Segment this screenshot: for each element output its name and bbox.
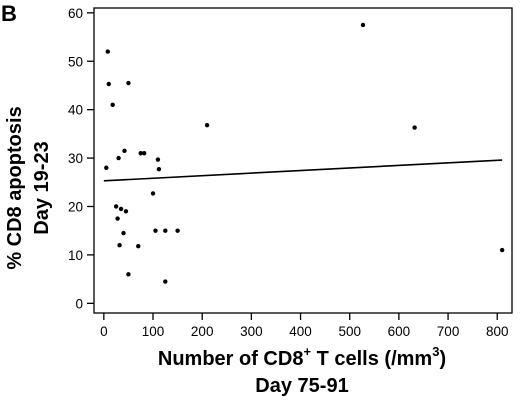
- data-point: [150, 191, 156, 196]
- data-point: [141, 151, 147, 156]
- data-point: [412, 125, 417, 130]
- x-tick-label: 0: [100, 324, 108, 339]
- data-point: [360, 22, 366, 28]
- data-point: [499, 247, 505, 253]
- data-point: [121, 230, 126, 236]
- plot-frame: [93, 7, 513, 314]
- x-axis-ticks: 0 100 200 300 400 500 600 700 800: [100, 313, 509, 339]
- y-tick-label: 0: [75, 296, 83, 311]
- trend-line-group: [103, 159, 503, 182]
- y-axis-title-line2: Day 19-23: [31, 141, 53, 234]
- trend-line: [103, 159, 503, 182]
- y-axis-title-line1: % CD8 apoptosis: [4, 106, 26, 269]
- x-tick-label: 700: [437, 324, 460, 339]
- x-tick-label: 300: [240, 324, 263, 339]
- data-point: [136, 243, 141, 249]
- x-tick-label: 100: [142, 324, 165, 339]
- data-point: [163, 279, 168, 284]
- y-tick-label: 30: [68, 151, 83, 166]
- data-point: [156, 167, 162, 172]
- data-point: [116, 155, 121, 161]
- data-point: [126, 272, 131, 277]
- data-point: [138, 151, 143, 156]
- y-tick-label: 10: [68, 248, 83, 263]
- data-point: [106, 81, 111, 87]
- x-tick-label: 400: [289, 324, 312, 339]
- y-tick-label: 50: [68, 54, 83, 69]
- x-tick-label: 500: [338, 324, 361, 339]
- data-point: [115, 216, 120, 221]
- data-point: [117, 243, 122, 248]
- panel-label: B: [1, 1, 17, 26]
- y-tick-label: 40: [68, 103, 83, 118]
- y-tick-label: 60: [68, 6, 83, 21]
- x-axis-title-prefix: Number of CD8: [158, 348, 304, 370]
- x-axis-title-line1: Number of CD8+ T cells (/mm3): [158, 344, 446, 370]
- x-axis-title-suffix: T cells (/mm: [311, 348, 432, 370]
- data-point: [153, 228, 158, 233]
- x-tick-label: 200: [191, 324, 214, 339]
- data-point: [163, 228, 168, 233]
- x-axis-title-line2: Day 75-91: [255, 375, 348, 397]
- y-axis-ticks: 0 10 20 30 40 50 60: [68, 6, 94, 311]
- data-point: [110, 102, 115, 108]
- data-point: [126, 80, 131, 86]
- data-point: [122, 148, 127, 154]
- data-point: [113, 204, 119, 209]
- data-point: [105, 49, 110, 54]
- data-point: [123, 209, 129, 214]
- x-tick-label: 600: [388, 324, 411, 339]
- x-tick-label: 800: [486, 324, 509, 339]
- x-axis-title-sup2: 3: [432, 344, 439, 359]
- plot-border: [93, 7, 513, 314]
- data-point: [204, 122, 210, 128]
- data-point: [104, 165, 109, 170]
- data-point: [118, 206, 124, 212]
- data-point: [155, 157, 161, 162]
- data-points: [104, 22, 505, 284]
- x-axis-title-end: ): [439, 348, 446, 370]
- data-point: [175, 228, 180, 233]
- y-tick-label: 20: [68, 199, 83, 214]
- x-axis-title-sup: +: [303, 344, 311, 359]
